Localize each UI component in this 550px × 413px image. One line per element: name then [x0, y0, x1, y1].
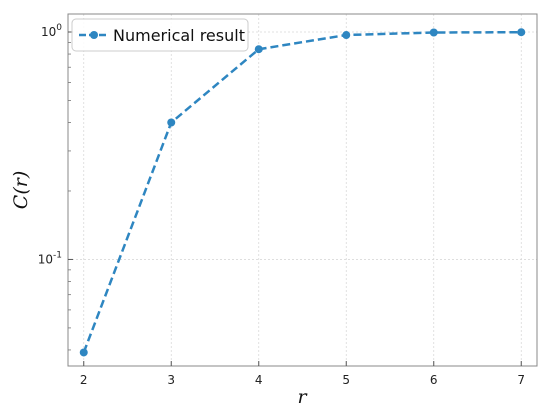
y-tick-label: 10-1	[38, 250, 62, 266]
data-point	[167, 118, 176, 127]
y-tick-base: 10	[38, 252, 53, 266]
legend-box	[71, 18, 249, 52]
x-tick-label: 7	[517, 373, 525, 387]
x-tick-label: 5	[342, 373, 350, 387]
x-tick-label: 3	[167, 373, 175, 387]
y-tick-exponent: 0	[56, 23, 62, 33]
data-point	[79, 348, 88, 357]
legend: Numerical result	[71, 18, 249, 52]
y-tick-exponent: -1	[53, 250, 62, 260]
legend-label: Numerical result	[113, 26, 245, 45]
data-point	[254, 45, 263, 54]
series-line	[82, 30, 522, 353]
y-tick-label: 100	[41, 23, 62, 39]
x-tick-label: 6	[430, 373, 438, 387]
y-tick-base: 10	[41, 25, 56, 39]
data-point	[429, 28, 438, 37]
x-tick-label: 2	[80, 373, 88, 387]
data-point	[517, 28, 526, 37]
legend-marker-sample	[90, 31, 98, 39]
y-axis-label: C(r)	[10, 171, 32, 209]
plot-frame	[67, 13, 538, 367]
data-point	[342, 31, 351, 40]
x-tick-label: 4	[255, 373, 263, 387]
grid-lines	[68, 14, 537, 366]
x-axis-label: r	[297, 386, 308, 408]
data-series	[79, 28, 526, 357]
